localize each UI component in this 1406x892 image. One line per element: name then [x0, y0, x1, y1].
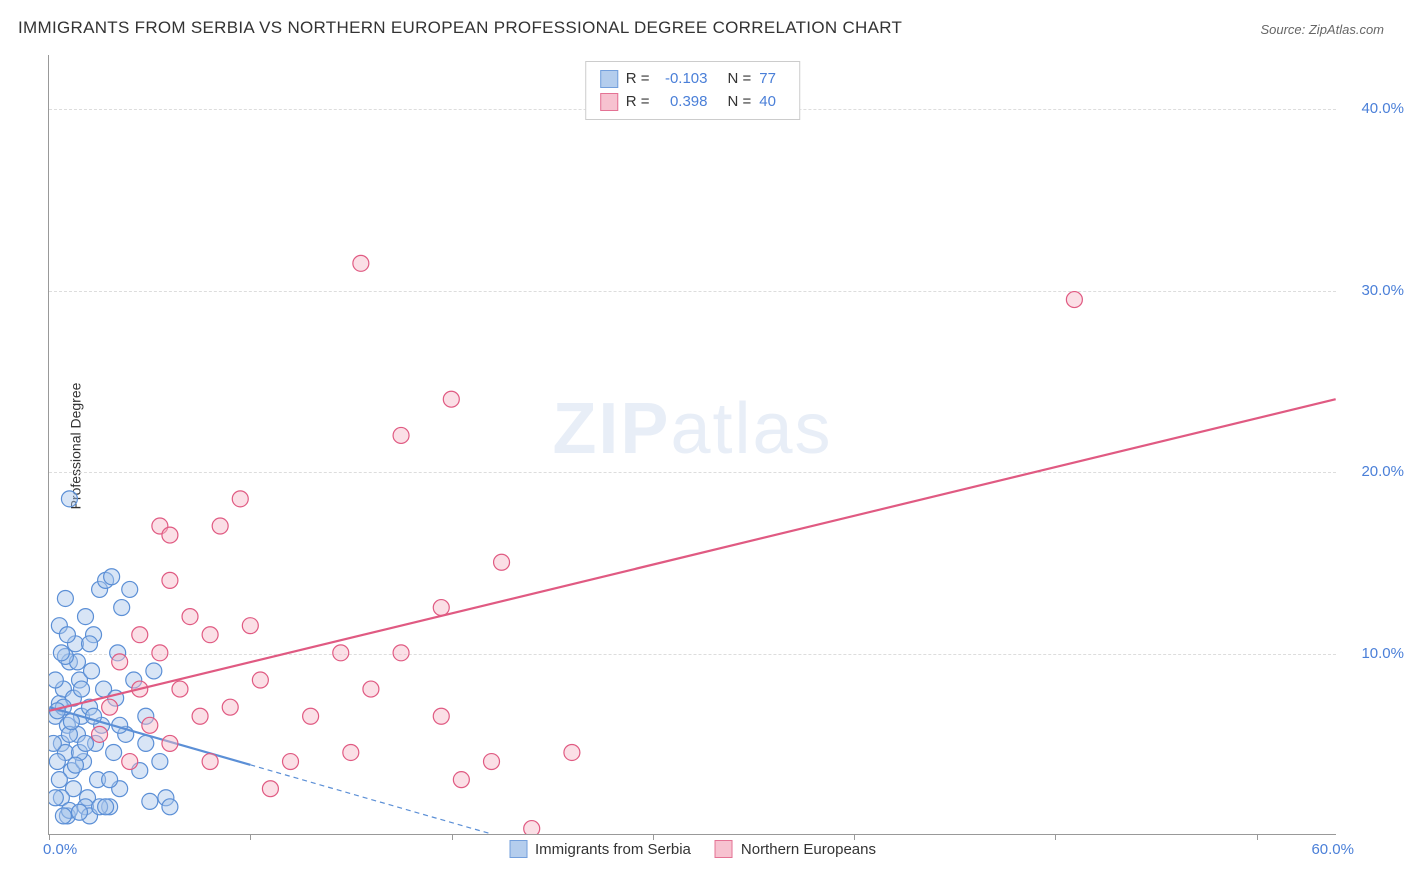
scatter-point [222, 699, 238, 715]
scatter-point [152, 645, 168, 661]
scatter-point [162, 527, 178, 543]
x-tick [653, 834, 654, 840]
scatter-point [453, 772, 469, 788]
scatter-point [122, 754, 138, 770]
scatter-point [98, 799, 114, 815]
x-origin-label: 0.0% [43, 841, 77, 858]
legend-swatch-series-2 [715, 840, 733, 858]
scatter-point [49, 672, 63, 688]
scatter-point [71, 804, 87, 820]
y-tick-label: 20.0% [1344, 463, 1404, 480]
stats-legend-row-1: R = -0.103 N = 77 [600, 68, 786, 91]
scatter-point [142, 793, 158, 809]
scatter-point [132, 627, 148, 643]
series-legend: Immigrants from Serbia Northern European… [509, 840, 876, 858]
scatter-point [242, 618, 258, 634]
scatter-point [49, 754, 65, 770]
scatter-point [343, 744, 359, 760]
scatter-point [49, 735, 61, 751]
x-end-label: 60.0% [1311, 841, 1354, 858]
legend-swatch-series-1 [509, 840, 527, 858]
series-legend-item-1: Immigrants from Serbia [509, 840, 691, 858]
scatter-point [84, 663, 100, 679]
scatter-point [393, 645, 409, 661]
scatter-point [67, 757, 83, 773]
scatter-point [73, 681, 89, 697]
scatter-point [283, 754, 299, 770]
scatter-point [106, 744, 122, 760]
scatter-point [102, 772, 118, 788]
legend-swatch-1 [600, 70, 618, 88]
y-tick-label: 40.0% [1344, 100, 1404, 117]
x-tick [1257, 834, 1258, 840]
series-legend-item-2: Northern Europeans [715, 840, 876, 858]
scatter-point [114, 600, 130, 616]
scatter-point [112, 654, 128, 670]
scatter-point [494, 554, 510, 570]
plot-area: ZIPatlas R = -0.103 N = 77 R = 0.398 N =… [48, 55, 1336, 835]
scatter-point [142, 717, 158, 733]
y-tick-label: 10.0% [1344, 645, 1404, 662]
source-attribution: Source: ZipAtlas.com [1260, 22, 1384, 37]
scatter-point [57, 590, 73, 606]
y-tick-label: 30.0% [1344, 282, 1404, 299]
legend-swatch-2 [600, 93, 618, 111]
scatter-point [192, 708, 208, 724]
stats-legend: R = -0.103 N = 77 R = 0.398 N = 40 [585, 61, 801, 120]
chart-container: IMMIGRANTS FROM SERBIA VS NORTHERN EUROP… [0, 0, 1406, 892]
scatter-point [78, 609, 94, 625]
scatter-point [138, 735, 154, 751]
stats-legend-row-2: R = 0.398 N = 40 [600, 91, 786, 114]
scatter-point [122, 581, 138, 597]
scatter-point [524, 821, 540, 834]
scatter-point [232, 491, 248, 507]
scatter-point [212, 518, 228, 534]
scatter-point [162, 799, 178, 815]
regression-line [49, 399, 1335, 711]
scatter-point [51, 772, 67, 788]
scatter-point [433, 708, 449, 724]
scatter-point [55, 808, 71, 824]
chart-svg [49, 55, 1336, 834]
x-tick [1055, 834, 1056, 840]
scatter-point [182, 609, 198, 625]
scatter-point [146, 663, 162, 679]
scatter-point [1066, 292, 1082, 308]
scatter-point [333, 645, 349, 661]
scatter-point [262, 781, 278, 797]
scatter-point [152, 754, 168, 770]
scatter-point [162, 735, 178, 751]
scatter-point [61, 491, 77, 507]
scatter-point [443, 391, 459, 407]
x-tick [49, 834, 50, 840]
scatter-point [78, 735, 94, 751]
scatter-point [303, 708, 319, 724]
scatter-point [59, 627, 75, 643]
x-tick [452, 834, 453, 840]
x-tick [250, 834, 251, 840]
scatter-point [433, 600, 449, 616]
scatter-point [102, 699, 118, 715]
scatter-point [172, 681, 188, 697]
scatter-point [484, 754, 500, 770]
scatter-point [104, 569, 120, 585]
scatter-point [252, 672, 268, 688]
scatter-point [202, 627, 218, 643]
x-tick [854, 834, 855, 840]
scatter-point [393, 427, 409, 443]
scatter-point [49, 790, 63, 806]
scatter-point [202, 754, 218, 770]
scatter-point [363, 681, 379, 697]
scatter-point [53, 645, 69, 661]
scatter-point [82, 636, 98, 652]
scatter-point [353, 255, 369, 271]
scatter-point [564, 744, 580, 760]
scatter-point [92, 726, 108, 742]
scatter-point [162, 572, 178, 588]
chart-title: IMMIGRANTS FROM SERBIA VS NORTHERN EUROP… [18, 18, 902, 38]
